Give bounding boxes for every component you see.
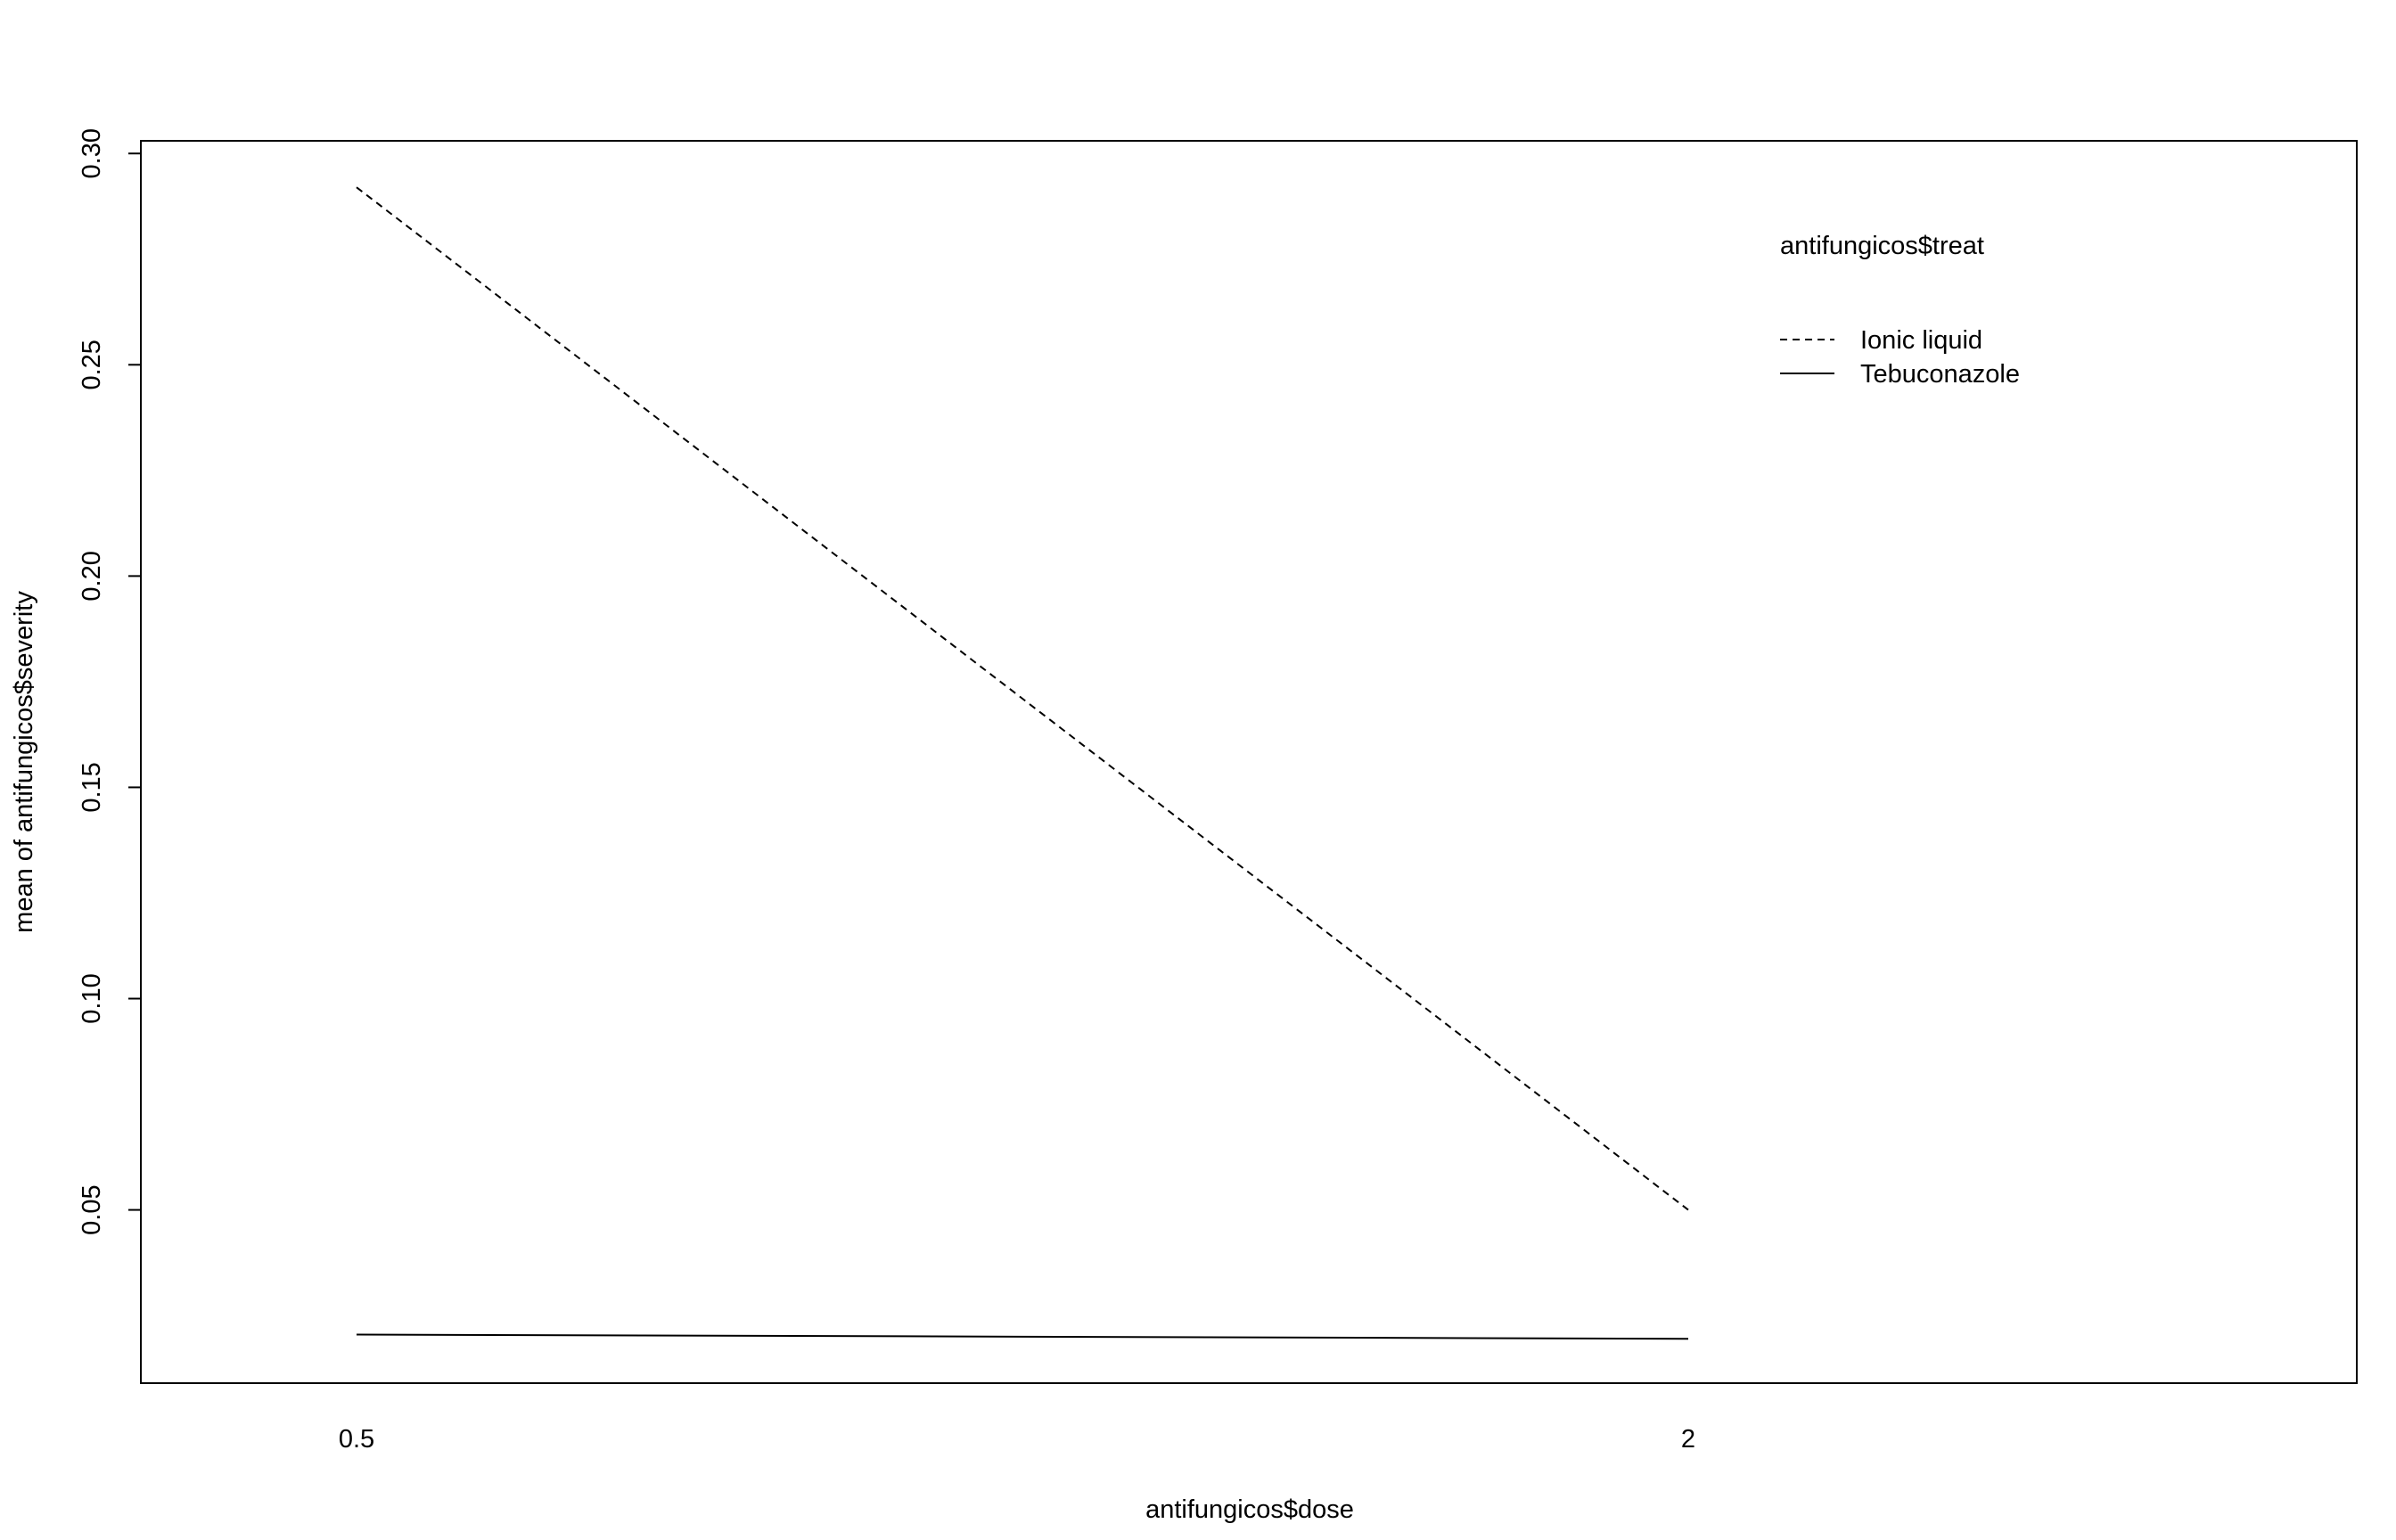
series-line-tebuconazole — [356, 1333, 1689, 1340]
x-axis: 0.5 2 — [339, 1425, 1695, 1454]
y-tick-label: 0.30 — [78, 128, 106, 178]
y-axis-label: mean of antifungicos$severity — [10, 591, 38, 933]
y-tick-label: 0.15 — [78, 762, 106, 812]
legend-label: Ionic liquid — [1860, 326, 1982, 355]
legend-title: antifungicos$treat — [1780, 232, 1984, 260]
legend-label: Tebuconazole — [1860, 360, 2020, 389]
x-tick-label: 0.5 — [339, 1425, 374, 1454]
y-tick-label: 0.25 — [78, 340, 106, 389]
y-tick-label: 0.05 — [78, 1184, 106, 1234]
x-axis-label: antifungicos$dose — [1145, 1495, 1354, 1524]
legend: antifungicos$treat Ionic liquid Tebuconaz… — [1780, 232, 2020, 389]
series-line-ionic-liquid — [356, 186, 1689, 1211]
series-layer — [356, 186, 1689, 1340]
y-axis: 0.05 0.10 0.15 0.20 0.25 0.30 — [78, 128, 141, 1235]
y-tick-label: 0.10 — [78, 973, 106, 1023]
x-tick-label: 2 — [1681, 1425, 1695, 1454]
legend-items: Ionic liquid Tebuconazole — [1780, 326, 2020, 389]
plot-frame — [140, 140, 2358, 1384]
y-tick-label: 0.20 — [78, 551, 106, 601]
